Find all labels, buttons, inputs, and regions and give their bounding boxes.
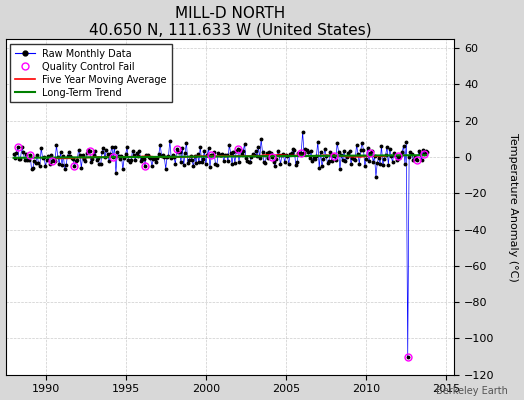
Text: Berkeley Earth: Berkeley Earth <box>436 386 508 396</box>
Legend: Raw Monthly Data, Quality Control Fail, Five Year Moving Average, Long-Term Tren: Raw Monthly Data, Quality Control Fail, … <box>10 44 172 102</box>
Y-axis label: Temperature Anomaly (°C): Temperature Anomaly (°C) <box>508 132 518 281</box>
Title: MILL-D NORTH
40.650 N, 111.633 W (United States): MILL-D NORTH 40.650 N, 111.633 W (United… <box>89 6 372 38</box>
